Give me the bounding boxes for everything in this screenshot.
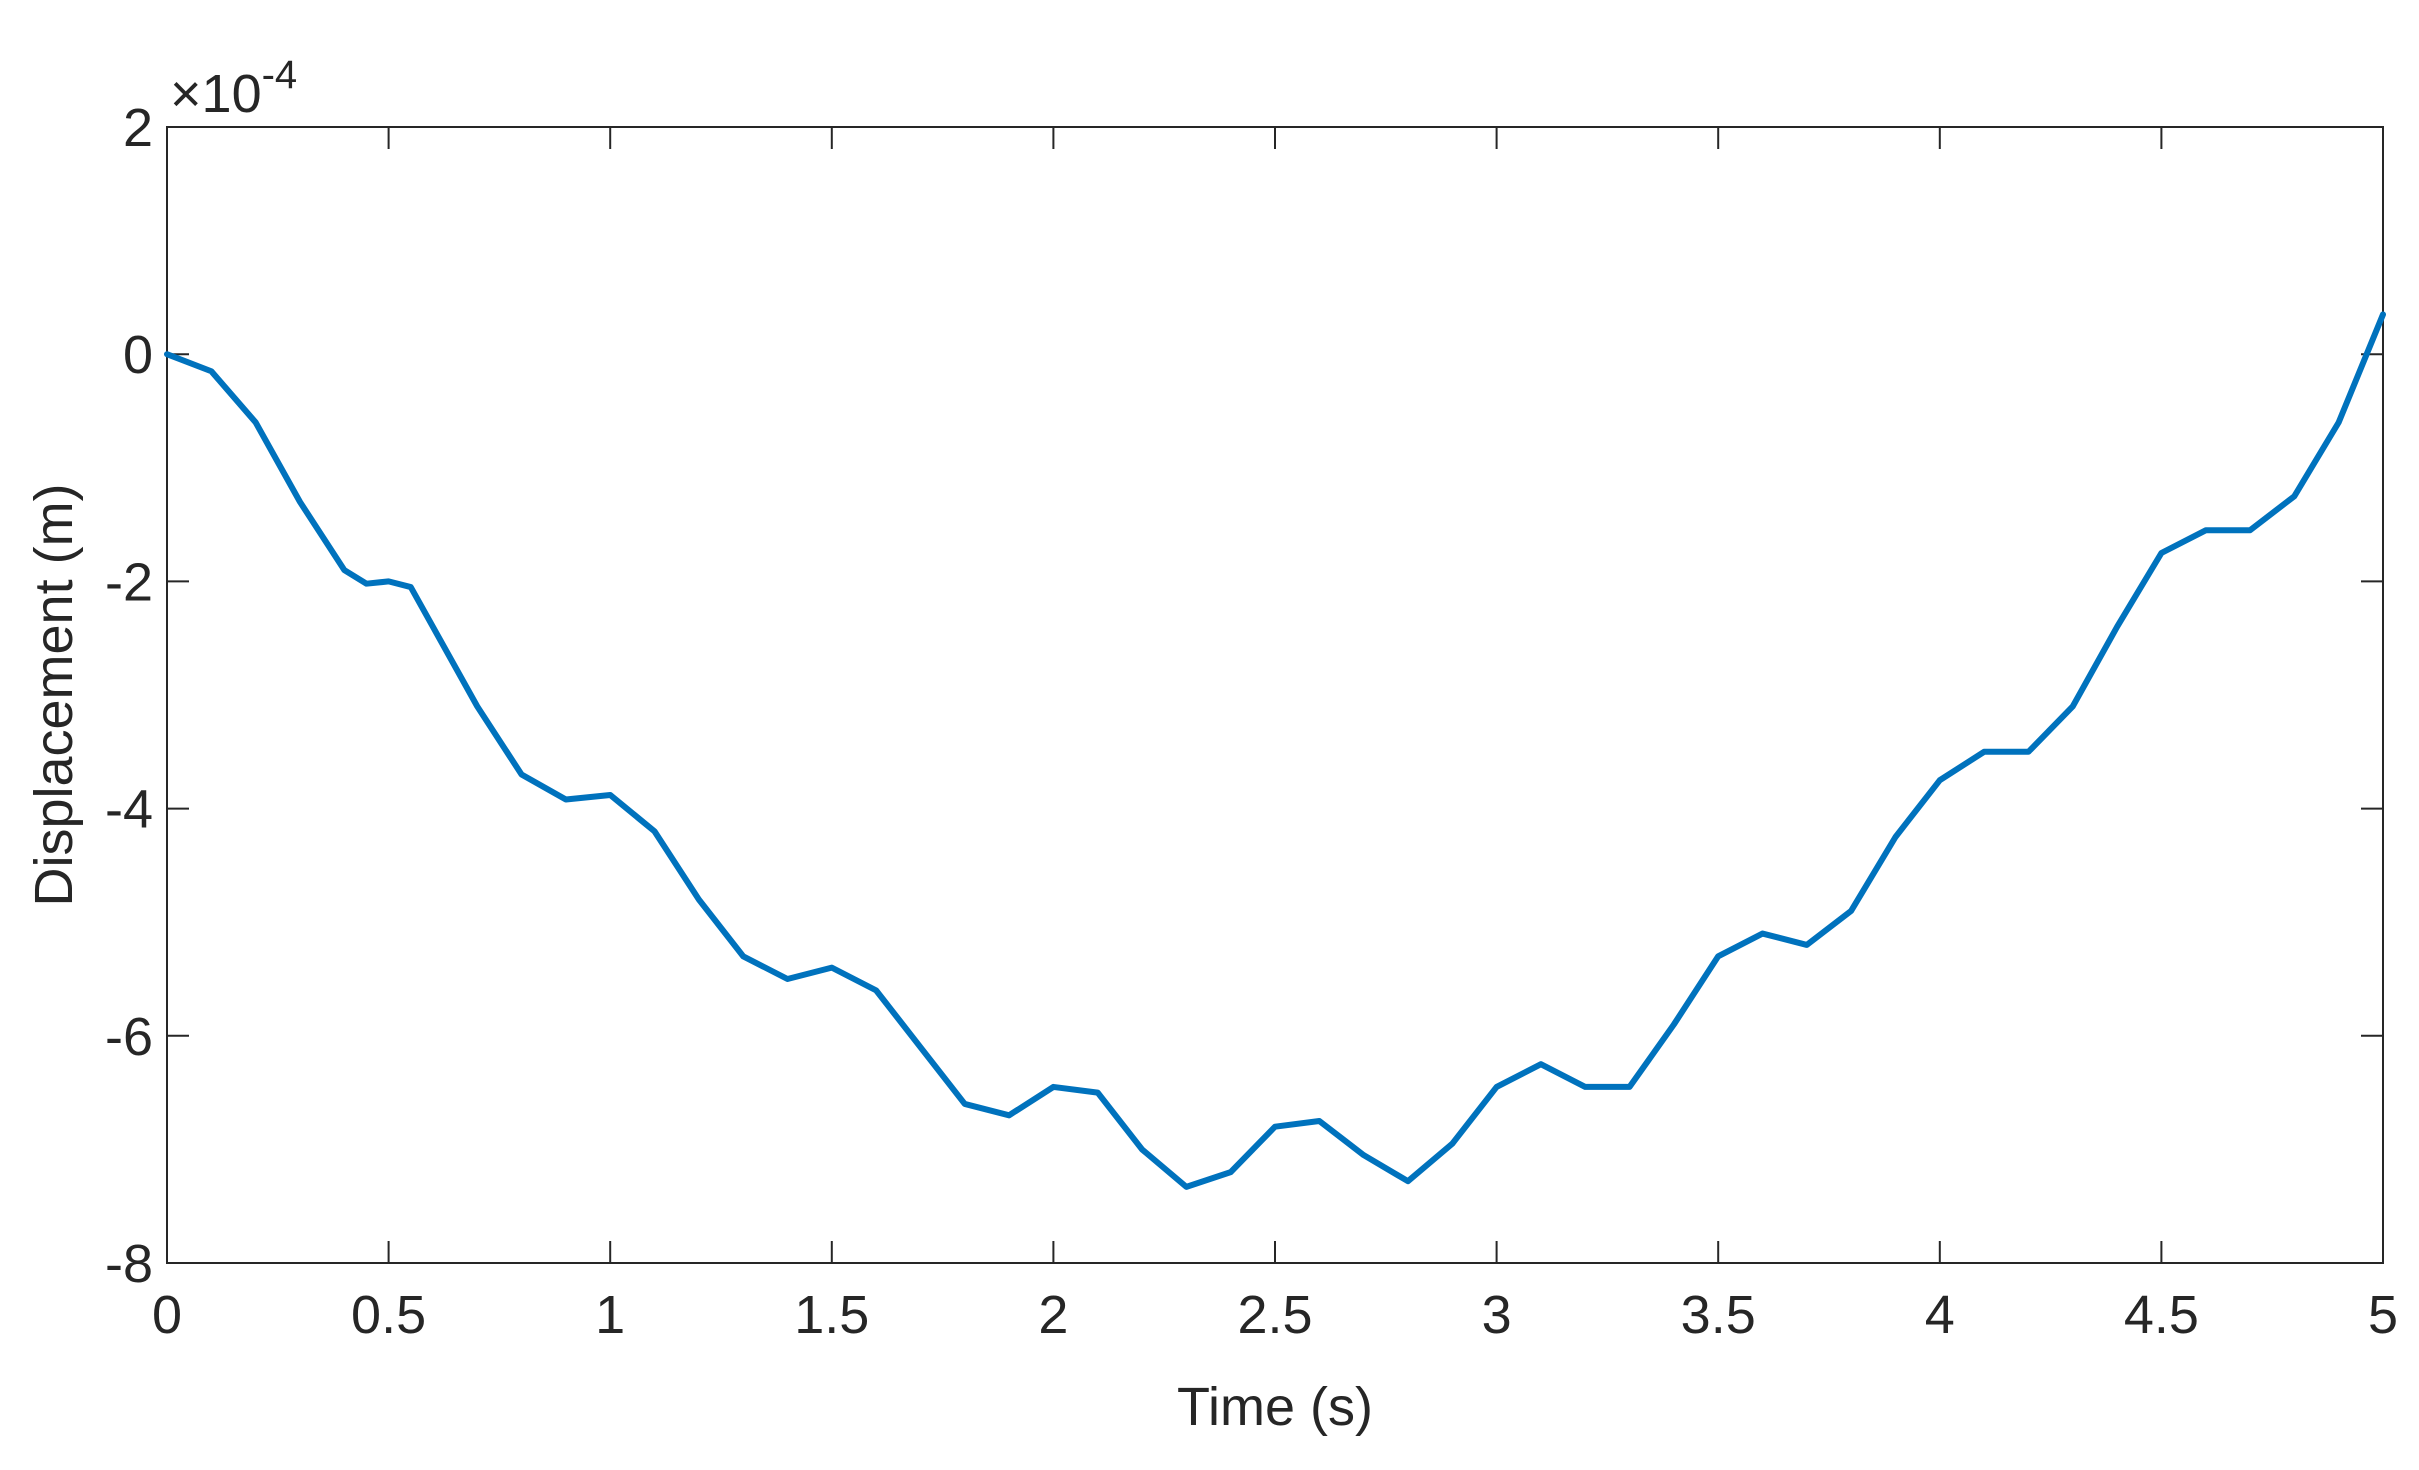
y-tick-label: -4 xyxy=(105,780,153,840)
x-tick-label: 0.5 xyxy=(351,1285,426,1345)
plot-area xyxy=(166,126,2384,1264)
y-tick-label: 0 xyxy=(123,325,153,385)
y-tick-label: -2 xyxy=(105,552,153,612)
y-tick-label: 2 xyxy=(123,98,153,158)
x-tick-label: 4 xyxy=(1925,1285,1955,1345)
y-tick-label: -6 xyxy=(105,1007,153,1067)
x-tick-label: 2.5 xyxy=(1237,1285,1312,1345)
y-multiplier: ×10-4 xyxy=(170,53,297,124)
x-tick-label: 2 xyxy=(1038,1285,1068,1345)
x-tick-label: 1 xyxy=(595,1285,625,1345)
y-tick-label: -8 xyxy=(105,1234,153,1294)
x-tick-label: 3.5 xyxy=(1681,1285,1756,1345)
data-line xyxy=(164,311,2386,1190)
y-multiplier-exponent: -4 xyxy=(262,53,298,97)
x-tick-label: 1.5 xyxy=(794,1285,869,1345)
x-tick-label: 4.5 xyxy=(2124,1285,2199,1345)
y-axis-label: Displacement (m) xyxy=(24,483,84,906)
x-tick-label: 5 xyxy=(2368,1285,2398,1345)
x-tick-label: 0 xyxy=(152,1285,182,1345)
y-multiplier-base: ×10 xyxy=(170,64,262,124)
x-axis-label: Time (s) xyxy=(1177,1377,1373,1437)
x-tick-label: 3 xyxy=(1482,1285,1512,1345)
